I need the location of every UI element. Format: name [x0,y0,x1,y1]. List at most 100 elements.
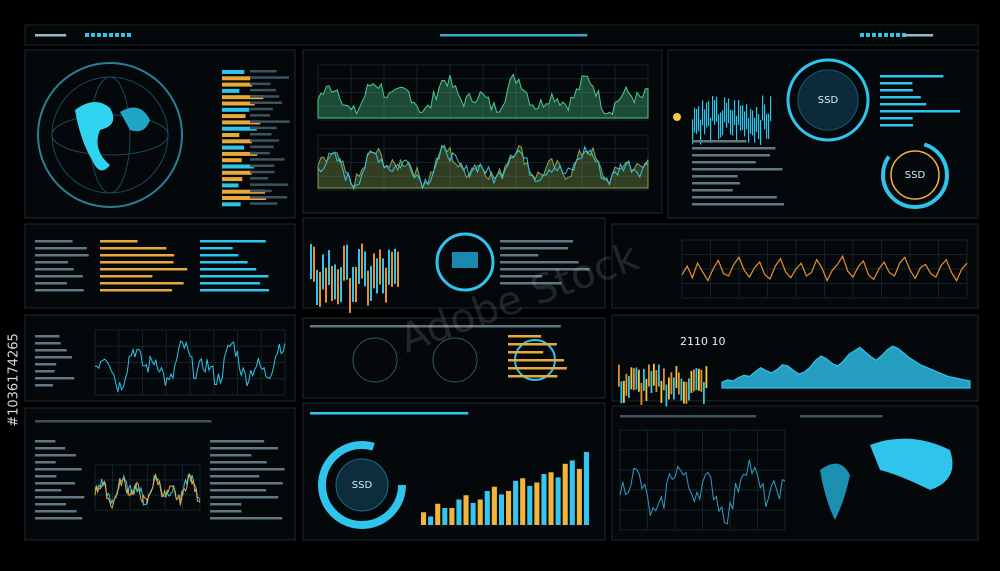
text-block [210,496,279,499]
bar [541,474,547,525]
text-block [250,126,277,130]
bar-decor [334,264,336,300]
readout: 2110 10 [680,335,726,348]
bar-decor [698,368,700,391]
bar-decor [222,76,251,81]
text-block [508,359,565,362]
status-dot [109,33,113,37]
donut-label: SSD [352,480,373,491]
text-block [210,461,267,464]
bar-decor [655,370,658,393]
bar-decor [638,369,640,392]
bar [548,472,554,525]
text-block [35,335,60,338]
text-block [35,342,61,345]
text-block [35,420,212,423]
area [721,345,971,389]
bar-decor [750,108,752,134]
bar [527,485,533,525]
bar-decor [694,107,696,133]
text-block [35,254,89,257]
bar-decor [703,382,705,405]
text-block [35,517,83,520]
bar-decor [343,245,345,281]
bar-decor [766,113,768,139]
dial-label: SSD [818,95,839,106]
bar [484,491,490,525]
text-block [35,356,72,359]
status-dot [115,33,119,37]
bar-decor [222,139,252,144]
text-block [508,351,544,354]
bar-decor [310,244,312,280]
bar-decor [222,145,245,150]
status-dot [884,33,888,37]
panel [24,407,296,541]
text-block [210,489,267,492]
status-dot [872,33,876,37]
bar-decor [754,117,756,143]
status-dot [103,33,107,37]
text-block [880,96,921,99]
bar [470,502,476,525]
text-block [250,107,273,111]
bar [477,499,483,525]
bar-decor [394,248,396,284]
text-block [250,139,280,142]
bar [463,495,469,525]
text-block [250,76,289,79]
text-block [35,503,67,506]
bar-decor [633,368,635,391]
text-block [310,325,561,328]
status-dot [902,33,906,37]
bar-decor [705,366,708,389]
text-block [35,275,83,278]
area-decor [317,73,649,119]
bar-decor [331,266,333,302]
text-block [35,282,67,285]
text-block [35,363,57,366]
text-block [35,461,56,464]
bar-decor [623,380,625,403]
bar-decor [222,196,267,200]
bar-decor [222,120,261,125]
text-block [100,289,172,292]
globe [37,62,183,208]
bar-decor [712,95,714,121]
status-dot [860,33,864,37]
bar-decor [752,110,754,136]
text-block [880,124,914,127]
bar-decor [742,105,744,131]
text-block [500,268,590,271]
text-block [35,268,74,271]
text-block [800,415,883,418]
text-block [210,482,283,485]
bar-decor [653,363,655,386]
bar-decor [726,102,728,128]
text-block [200,254,239,257]
bar-decor [222,189,266,194]
bar-decor [675,366,678,389]
text-block [250,164,275,167]
text-block [250,151,270,155]
bar-decor [316,269,318,305]
bar-decor [738,100,740,126]
bar-decor [630,367,633,390]
bar-decor [702,100,704,126]
text-block [210,447,278,450]
bar [576,468,582,525]
bar-decor [322,254,324,290]
text-block [500,275,543,278]
text-block [508,335,542,338]
donut-core [335,458,389,512]
status-dot [91,33,95,37]
bar [456,499,462,525]
text-block [692,175,738,178]
continent [870,438,953,490]
bar-decor [222,70,245,74]
text-block [35,447,66,450]
bar-decor [361,243,363,279]
panel [611,223,979,309]
text-block [250,189,272,193]
bar [435,503,441,525]
